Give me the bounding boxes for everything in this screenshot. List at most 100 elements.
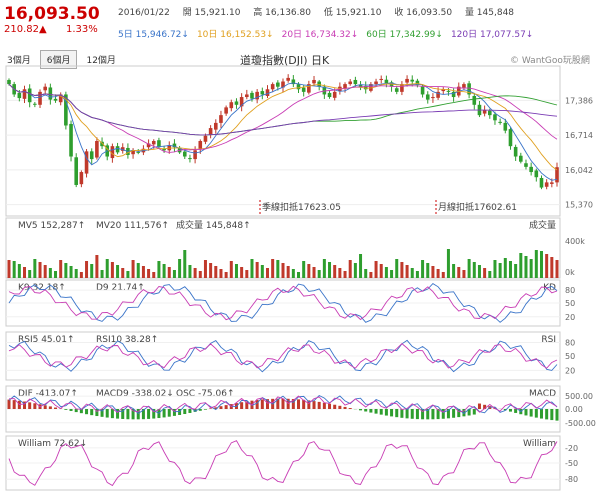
macd-tick-2: -500.00: [565, 419, 596, 428]
macd-bar-28: [152, 409, 156, 419]
candle-body-28: [151, 141, 156, 145]
candle-body-36: [193, 150, 197, 160]
candle-body-27: [146, 143, 151, 148]
candle-body-17: [95, 141, 99, 158]
volume-bar-23: [126, 271, 130, 278]
price-tick-1: 16,714: [565, 131, 593, 140]
macd-bar-5: [33, 403, 37, 409]
volume-bar-77: [405, 265, 409, 278]
macd-line-1: [8, 395, 558, 413]
volume-bar-80: [421, 260, 425, 278]
candle-body-101: [529, 166, 533, 173]
macd-bar-41: [219, 406, 223, 409]
volume-bar-68: [359, 254, 363, 278]
price-change: 210.82▲: [4, 24, 47, 35]
volume-bar-103: [539, 251, 543, 278]
volume-bar-66: [348, 260, 352, 278]
william-tick-0: -20: [565, 444, 578, 453]
macd-bar-68: [359, 409, 363, 411]
volume-bar-65: [343, 271, 347, 278]
volume-bar-100: [524, 256, 528, 278]
range-tabs: 3個月 6個月 12個月: [0, 50, 125, 69]
macd-bar-11: [64, 409, 68, 410]
macd-bar-20: [110, 409, 114, 419]
tab-range-1[interactable]: 6個月: [39, 50, 78, 69]
volume-ma20-label: MV20 111,576↑: [96, 221, 169, 231]
macd-bar-32: [172, 409, 176, 416]
kd-tick-0: 80: [565, 286, 575, 295]
volume-bar-56: [297, 272, 301, 278]
ma20-line: [8, 83, 558, 153]
macd-bar-3: [23, 401, 27, 409]
volume-bar-12: [69, 266, 73, 278]
volume-bar-106: [555, 260, 559, 278]
volume-bar-58: [307, 264, 311, 278]
candle-body-56: [296, 84, 301, 90]
candle-body-15: [84, 151, 89, 174]
william-tick-1: -50: [565, 459, 578, 468]
macd-bar-77: [405, 409, 409, 419]
macd-bar-66: [348, 408, 352, 409]
candle-body-70: [369, 84, 373, 91]
macd-label-1: MACD9 -338.02↓: [96, 389, 174, 399]
ma-readout: 5日 15,946.72↓ 10日 16,152.53↓ 20日 16,734.32…: [118, 27, 541, 40]
volume-bar-105: [550, 257, 554, 278]
macd-bar-55: [291, 398, 295, 409]
macd-bar-19: [105, 409, 109, 418]
candle-body-21: [115, 146, 120, 153]
tab-range-2[interactable]: 12個月: [86, 56, 116, 66]
ma-readout-1: 10日 16,152.53↓: [196, 30, 274, 40]
macd-bar-18: [100, 409, 104, 417]
ma5-line: [8, 82, 558, 181]
macd-bar-12: [69, 409, 73, 411]
macd-bar-50: [265, 399, 269, 409]
volume-bar-24: [131, 260, 135, 278]
macd-bar-100: [524, 409, 528, 416]
candle-body-102: [534, 170, 539, 178]
macd-bar-84: [441, 409, 445, 419]
macd-bar-23: [126, 409, 130, 420]
macd-bar-42: [224, 405, 228, 409]
candle-body-42: [224, 107, 228, 114]
macd-bar-83: [436, 409, 440, 420]
candle-body-6: [38, 91, 42, 105]
macd-panel-name: MACD: [529, 389, 556, 399]
macd-bar-14: [79, 409, 83, 414]
macd-bar-61: [322, 402, 326, 409]
volume-bar-43: [229, 261, 233, 278]
candle-body-57: [301, 87, 306, 92]
macd-bar-81: [426, 409, 430, 420]
kd-panel-name: KD: [543, 283, 556, 293]
macd-bar-56: [297, 399, 301, 409]
kd-label-1: D9 21.74↑: [96, 283, 145, 293]
volume-bar-48: [255, 262, 259, 278]
candle-body-82: [431, 97, 435, 99]
volume-bar-92: [483, 268, 487, 278]
macd-bar-9: [54, 407, 58, 409]
tab-range-0[interactable]: 3個月: [7, 56, 31, 66]
macd-bar-7: [43, 405, 47, 409]
macd-bar-73: [384, 409, 388, 416]
macd-bar-35: [188, 409, 192, 413]
volume-bar-85: [446, 249, 450, 278]
volume-bar-83: [436, 269, 440, 278]
volume-bar-44: [234, 264, 238, 278]
kd-tick-1: 50: [565, 299, 575, 308]
volume-bar-27: [147, 269, 151, 278]
macd-bar-96: [503, 409, 507, 411]
candle-body-22: [120, 147, 125, 151]
rsi-tick-2: 20: [565, 366, 575, 375]
rsi-label-0: RSI5 45.01↑: [18, 335, 75, 345]
price-panel-frame: [5, 65, 561, 217]
volume-bar-20: [110, 262, 114, 278]
macd-tick-1: 0.00: [565, 405, 583, 414]
william-tick-2: -80: [565, 475, 578, 484]
volume-bar-18: [100, 270, 104, 278]
volume-bar-86: [452, 264, 456, 278]
macd-bar-91: [477, 403, 481, 409]
rsi-tick-0: 80: [565, 339, 575, 348]
candle-body-25: [136, 151, 141, 153]
candle-body-79: [415, 80, 420, 86]
volume-bar-15: [85, 261, 89, 278]
